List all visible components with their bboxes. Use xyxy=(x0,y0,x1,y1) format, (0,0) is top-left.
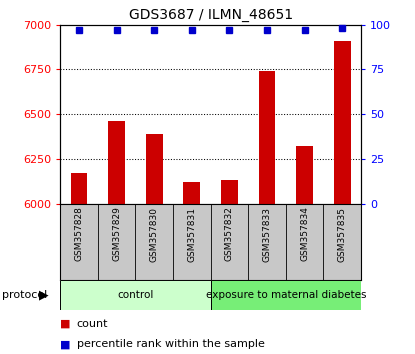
Text: GSM357831: GSM357831 xyxy=(187,207,196,262)
Title: GDS3687 / ILMN_48651: GDS3687 / ILMN_48651 xyxy=(129,8,293,22)
Bar xyxy=(211,280,361,310)
Text: GSM357828: GSM357828 xyxy=(74,207,83,262)
Text: GSM357830: GSM357830 xyxy=(150,207,159,262)
Text: GSM357834: GSM357834 xyxy=(300,207,309,262)
Bar xyxy=(146,134,163,204)
Bar xyxy=(183,182,200,204)
Bar xyxy=(71,173,88,204)
Text: ■: ■ xyxy=(60,339,71,349)
Text: GSM357833: GSM357833 xyxy=(263,207,271,262)
Text: protocol: protocol xyxy=(2,290,47,300)
Text: exposure to maternal diabetes: exposure to maternal diabetes xyxy=(205,290,366,300)
Bar xyxy=(334,41,351,204)
Bar xyxy=(259,71,276,204)
Text: ■: ■ xyxy=(60,319,71,329)
Text: ▶: ▶ xyxy=(39,288,48,301)
Bar xyxy=(60,280,211,310)
Text: GSM357829: GSM357829 xyxy=(112,207,121,262)
Text: GSM357835: GSM357835 xyxy=(338,207,347,262)
Bar xyxy=(221,180,238,204)
Text: control: control xyxy=(117,290,154,300)
Text: GSM357832: GSM357832 xyxy=(225,207,234,262)
Text: count: count xyxy=(77,319,108,329)
Bar xyxy=(296,146,313,204)
Bar xyxy=(108,121,125,204)
Text: percentile rank within the sample: percentile rank within the sample xyxy=(77,339,265,349)
